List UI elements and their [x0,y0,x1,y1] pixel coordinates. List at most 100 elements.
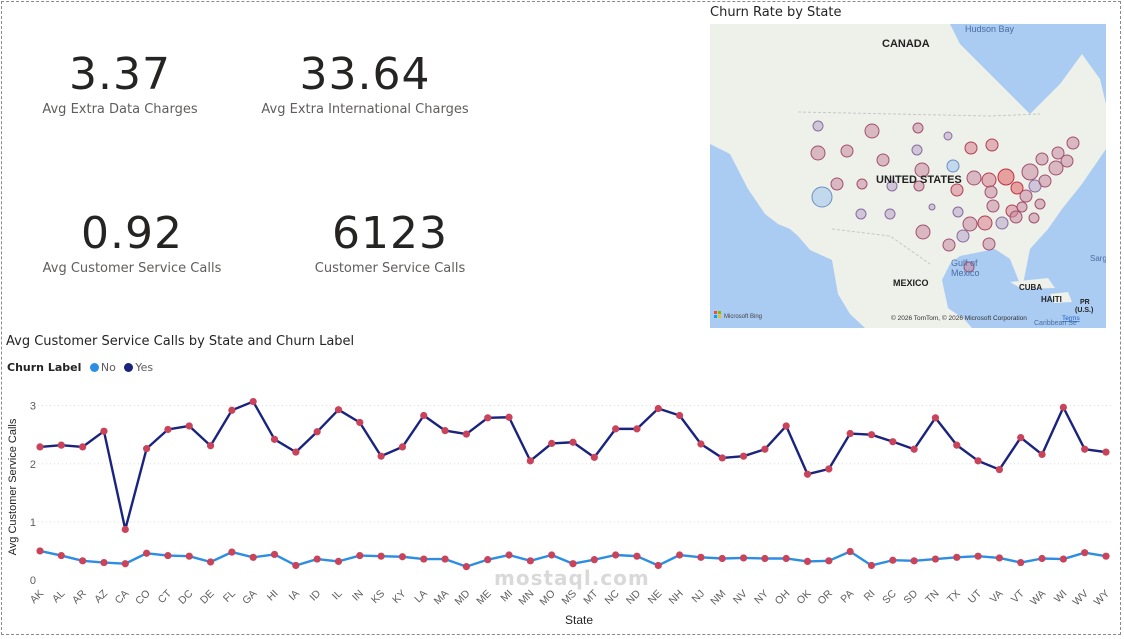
state-bubble[interactable] [864,123,880,139]
data-point-yes[interactable] [867,431,876,439]
state-bubble[interactable] [911,144,923,156]
data-point-yes[interactable] [526,457,534,465]
state-bubble[interactable] [964,141,978,155]
state-bubble[interactable] [915,224,931,240]
data-point-no[interactable] [143,549,151,557]
data-point-no[interactable] [441,555,449,563]
state-bubble[interactable] [962,216,978,232]
data-point-no[interactable] [867,561,876,570]
state-bubble[interactable] [855,208,867,220]
data-point-yes[interactable] [164,425,172,434]
data-point-no[interactable] [228,548,236,556]
line-chart[interactable]: 0 1 2 3 AK AL AR AZ CA CO CT DC DE FL GA HI IA ID IL IN KS K… [0,379,1124,639]
data-point-yes[interactable] [590,453,598,461]
data-point-yes[interactable] [633,425,641,433]
data-point-no[interactable] [164,551,172,560]
data-point-yes[interactable] [206,442,215,450]
state-bubble[interactable] [952,206,964,218]
state-bubble[interactable] [956,229,970,243]
data-point-no[interactable] [462,563,470,571]
data-point-no[interactable] [356,551,364,560]
data-point-yes[interactable] [505,413,513,421]
data-point-yes[interactable] [803,470,812,478]
data-point-yes[interactable] [718,454,726,462]
data-point-yes[interactable] [782,422,790,430]
data-point-no[interactable] [1059,555,1067,563]
state-bubble[interactable] [1060,154,1074,168]
data-point-yes[interactable] [761,445,769,453]
legend-no-label[interactable]: No [100,361,116,374]
state-bubble[interactable] [811,186,833,208]
data-point-yes[interactable] [612,425,620,433]
data-point-yes[interactable] [484,414,492,422]
state-bubble[interactable] [876,153,890,167]
data-point-no[interactable] [697,553,705,561]
data-point-yes[interactable] [654,404,662,413]
data-point-yes[interactable] [1059,403,1067,411]
data-point-yes[interactable] [889,438,897,446]
state-bubble[interactable] [1034,198,1046,210]
state-bubble[interactable] [830,177,844,191]
state-bubble[interactable] [913,180,925,192]
data-point-yes[interactable] [143,445,151,453]
state-bubble[interactable] [928,203,936,211]
data-point-yes[interactable] [185,422,193,430]
data-point-yes[interactable] [249,397,257,406]
data-point-no[interactable] [398,553,407,561]
state-bubble[interactable] [884,208,896,220]
data-point-yes[interactable] [356,418,364,427]
state-bubble[interactable] [1048,160,1064,176]
state-bubble[interactable] [950,183,964,197]
data-point-yes[interactable] [995,465,1004,474]
data-point-yes[interactable] [846,429,854,438]
data-point-no[interactable] [121,560,129,568]
state-bubble[interactable] [1035,152,1049,166]
kpi-card-avg-service-calls[interactable]: 0.92 Avg Customer Service Calls [32,209,232,277]
data-point-no[interactable] [185,552,193,560]
data-point-no[interactable] [377,552,385,560]
state-bubble[interactable] [886,180,898,192]
state-bubble[interactable] [810,145,826,161]
state-bubble[interactable] [1038,174,1052,188]
data-point-no[interactable] [313,555,321,563]
data-point-yes[interactable] [270,435,279,443]
data-point-no[interactable] [846,547,854,556]
data-point-no[interactable] [761,554,769,563]
state-bubble[interactable] [1066,136,1080,150]
data-point-no[interactable] [931,555,940,563]
state-bubble[interactable] [1028,212,1040,224]
state-bubble[interactable] [856,178,868,190]
data-point-no[interactable] [420,555,428,563]
data-point-no[interactable] [1038,554,1046,563]
data-point-no[interactable] [505,551,513,559]
state-bubble[interactable] [1019,189,1033,203]
kpi-card-service-calls[interactable]: 6123 Customer Service Calls [290,209,490,277]
data-point-yes[interactable] [79,443,87,451]
state-bubble[interactable] [1010,181,1024,195]
data-point-no[interactable] [484,556,492,564]
data-point-yes[interactable] [1081,445,1089,453]
data-point-no[interactable] [292,561,300,570]
data-point-no[interactable] [526,557,534,565]
data-point-no[interactable] [57,551,65,560]
state-bubble[interactable] [995,216,1009,230]
data-point-yes[interactable] [1038,450,1046,459]
state-bubble[interactable] [1051,146,1065,160]
state-bubble[interactable] [997,168,1015,186]
data-point-no[interactable] [1017,558,1025,567]
state-bubble[interactable] [912,122,924,134]
data-point-no[interactable] [569,560,577,568]
data-point-no[interactable] [803,557,812,565]
state-bubble[interactable] [984,185,998,199]
state-bubble[interactable] [914,162,930,178]
data-point-no[interactable] [825,557,833,565]
data-point-no[interactable] [782,554,790,563]
data-point-yes[interactable] [974,457,982,465]
data-point-yes[interactable] [292,448,300,456]
data-point-no[interactable] [548,551,556,559]
state-bubble[interactable] [946,159,960,173]
state-bubble[interactable] [1016,201,1028,213]
data-point-no[interactable] [953,553,961,561]
data-point-no[interactable] [79,557,87,565]
data-point-yes[interactable] [462,430,470,438]
